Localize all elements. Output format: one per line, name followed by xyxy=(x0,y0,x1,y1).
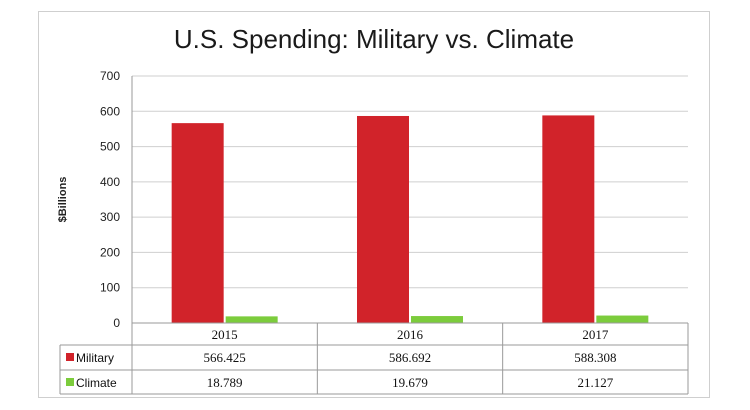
data-label: 566.425 xyxy=(204,350,246,365)
y-tick-label: 100 xyxy=(100,281,120,295)
y-tick-label: 400 xyxy=(100,175,120,189)
y-axis-title: $Billions xyxy=(57,177,69,223)
data-label: 19.679 xyxy=(392,375,428,390)
data-label: 586.692 xyxy=(389,350,431,365)
legend-key-military xyxy=(66,353,74,361)
bar-military-2017 xyxy=(542,115,595,324)
y-tick-label: 200 xyxy=(100,245,120,259)
bar-climate-2015 xyxy=(225,316,278,323)
bar-military-2015 xyxy=(171,123,224,323)
legend-label-climate: Climate xyxy=(76,376,117,390)
data-label: 588.308 xyxy=(574,350,616,365)
legend-key-climate xyxy=(66,378,74,386)
y-tick-label: 700 xyxy=(100,69,120,83)
x-tick-label: 2017 xyxy=(582,327,609,342)
y-tick-label: 500 xyxy=(100,140,120,154)
y-tick-label: 300 xyxy=(100,210,120,224)
data-label: 18.789 xyxy=(207,375,243,390)
chart-title: U.S. Spending: Military vs. Climate xyxy=(173,24,575,54)
x-tick-label: 2015 xyxy=(212,327,238,342)
x-tick-label: 2016 xyxy=(397,327,424,342)
y-tick-label: 600 xyxy=(100,104,120,118)
bar-military-2016 xyxy=(357,115,409,323)
bar-climate-2016 xyxy=(411,316,463,323)
bar-climate-2017 xyxy=(596,315,649,323)
data-label: 21.127 xyxy=(577,375,613,390)
legend-label-military: Military xyxy=(76,351,114,365)
y-tick-label: 0 xyxy=(113,316,120,330)
